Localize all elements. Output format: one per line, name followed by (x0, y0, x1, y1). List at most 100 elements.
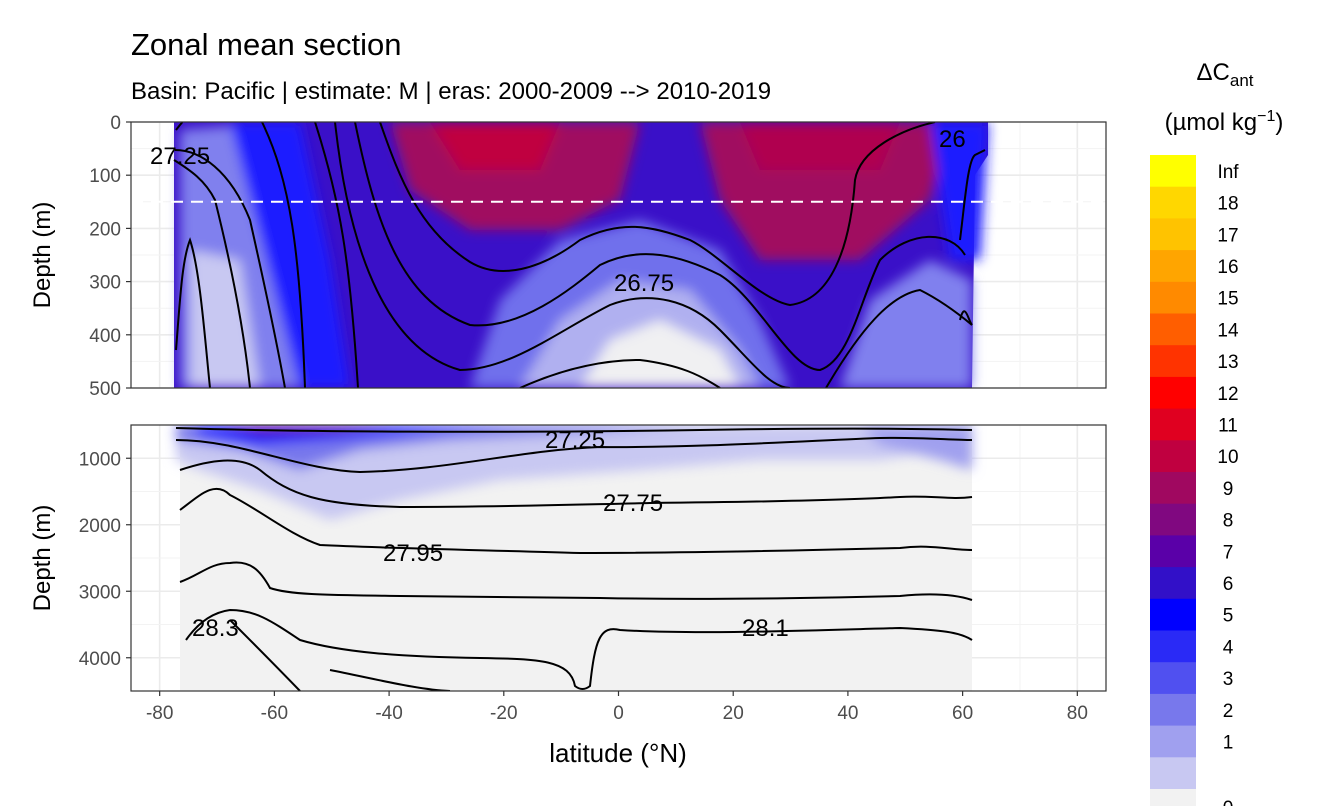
upper-contour-line (334, 122, 791, 388)
upper-contours (173, 122, 986, 388)
lower-panel-heatmap (175, 425, 973, 691)
lower-fill-shallow-light (176, 425, 972, 520)
contour-label: 28.1 (742, 615, 789, 642)
y-tick-label: 300 (89, 273, 121, 294)
upper-contour-line (261, 122, 306, 388)
legend-swatches (1150, 155, 1196, 806)
lower-contour-line (179, 487, 973, 555)
x-tick-label: -40 (375, 703, 402, 724)
upper-fill-equator-pale (580, 320, 740, 388)
legend-swatch (1150, 155, 1196, 188)
legend-swatch (1150, 598, 1196, 631)
lower-contour-line (175, 427, 973, 433)
legend-swatch (1150, 345, 1196, 378)
legend-label: 13 (1217, 352, 1238, 373)
upper-contour-line (519, 358, 721, 388)
upper-contour-line (175, 237, 211, 388)
upper-contour-line (379, 122, 936, 307)
lower-contours (175, 427, 973, 691)
legend-swatch (1150, 725, 1196, 758)
legend-label: 8 (1223, 511, 1234, 532)
legend-swatch (1150, 789, 1196, 806)
lower-contour-line (179, 459, 973, 509)
y-axis-label-upper: Depth (m) (29, 202, 56, 309)
upper-contour-line (173, 159, 251, 388)
contour-label: 27.95 (383, 540, 443, 567)
legend-label: Inf (1217, 162, 1239, 183)
contour-label: 27.25 (150, 143, 210, 170)
upper-contour-line (959, 149, 986, 241)
legend-label: 15 (1217, 289, 1238, 310)
legend-swatch (1150, 693, 1196, 727)
upper-contour-line (959, 310, 973, 326)
legend-label: 12 (1217, 384, 1238, 405)
legend-label: 18 (1217, 194, 1238, 215)
legend: ΔCant (µmol kg−1) Inf1817161514131211109… (1150, 59, 1283, 806)
x-tick-label: -20 (490, 703, 517, 724)
x-axis: -80 -60 -40 -20 0 20 40 60 80 (146, 691, 1088, 724)
y-tick-label: 0 (110, 113, 121, 134)
lower-panel: 27.25 27.75 27.95 28.3 28.1 (130, 424, 1107, 692)
legend-swatch (1150, 757, 1196, 790)
legend-label: 14 (1217, 320, 1239, 341)
legend-title-sub: ant (1230, 71, 1254, 90)
y-tick-label: 1000 (79, 449, 121, 470)
y-axis-label-lower: Depth (m) (29, 505, 56, 612)
upper-panel: 27.25 26 26.75 (130, 121, 1107, 389)
x-tick-label: -60 (261, 703, 288, 724)
legend-swatch (1150, 503, 1196, 536)
legend-label: 3 (1223, 669, 1234, 690)
upper-fill-subtropics-n-core (740, 122, 900, 170)
legend-label: 4 (1223, 637, 1234, 658)
legend-label: 2 (1223, 701, 1234, 722)
legend-swatch (1150, 186, 1196, 219)
upper-contour-line (314, 122, 359, 388)
legend-swatch (1150, 440, 1196, 473)
legend-label: 11 (1218, 415, 1238, 436)
legend-label: 10 (1217, 447, 1238, 468)
contour-label: 26.75 (614, 270, 674, 297)
chart-subtitle: Basin: Pacific | estimate: M | eras: 200… (131, 78, 771, 105)
legend-label: 7 (1223, 542, 1234, 563)
x-tick-label: 0 (613, 703, 624, 724)
legend-labels: Inf1817161514131211109876543210 (1217, 162, 1239, 806)
legend-swatch (1150, 630, 1196, 663)
legend-unit: (µmol kg−1) (1165, 108, 1284, 136)
legend-swatch (1150, 408, 1196, 441)
legend-swatch (1150, 376, 1196, 410)
y-tick-label: 100 (89, 166, 121, 187)
contour-label: 26 (939, 126, 966, 153)
upper-contour-line (174, 149, 286, 388)
upper-fill-north-mid (840, 260, 972, 388)
legend-label: 6 (1223, 574, 1234, 595)
legend-swatch (1150, 535, 1196, 568)
legend-unit-close: ) (1275, 109, 1283, 136)
x-axis-label: latitude (°N) (549, 738, 687, 768)
legend-title-main: ΔC (1196, 59, 1229, 86)
y-tick-label: 200 (89, 219, 121, 240)
upper-panel-border (130, 121, 1107, 389)
contour-label: 28.3 (192, 615, 239, 642)
upper-contour-line (354, 122, 966, 372)
y-tick-label: 4000 (79, 649, 121, 670)
legend-swatch (1150, 313, 1196, 346)
lower-contour-line (179, 561, 973, 601)
legend-label: 1 (1223, 732, 1234, 753)
x-tick-label: 40 (837, 703, 858, 724)
legend-label: 5 (1223, 606, 1234, 627)
lower-fill-shallow-purple (220, 425, 400, 434)
upper-y-axis: 0 100 200 300 400 500 (89, 113, 131, 400)
x-tick-label: 60 (952, 703, 973, 724)
legend-label: 0 (1223, 798, 1234, 806)
lower-y-axis: 1000 2000 3000 4000 (79, 449, 131, 670)
legend-label: 17 (1217, 225, 1238, 246)
legend-swatch (1150, 281, 1196, 314)
lower-contour-line (175, 436, 973, 474)
legend-label: 16 (1217, 257, 1238, 278)
y-tick-label: 500 (89, 379, 121, 400)
upper-fill-south-blue (230, 122, 350, 388)
contour-label: 27.25 (545, 427, 605, 454)
lower-contour-line (185, 608, 973, 690)
lower-contour-line (329, 669, 451, 691)
legend-swatch (1150, 662, 1196, 695)
